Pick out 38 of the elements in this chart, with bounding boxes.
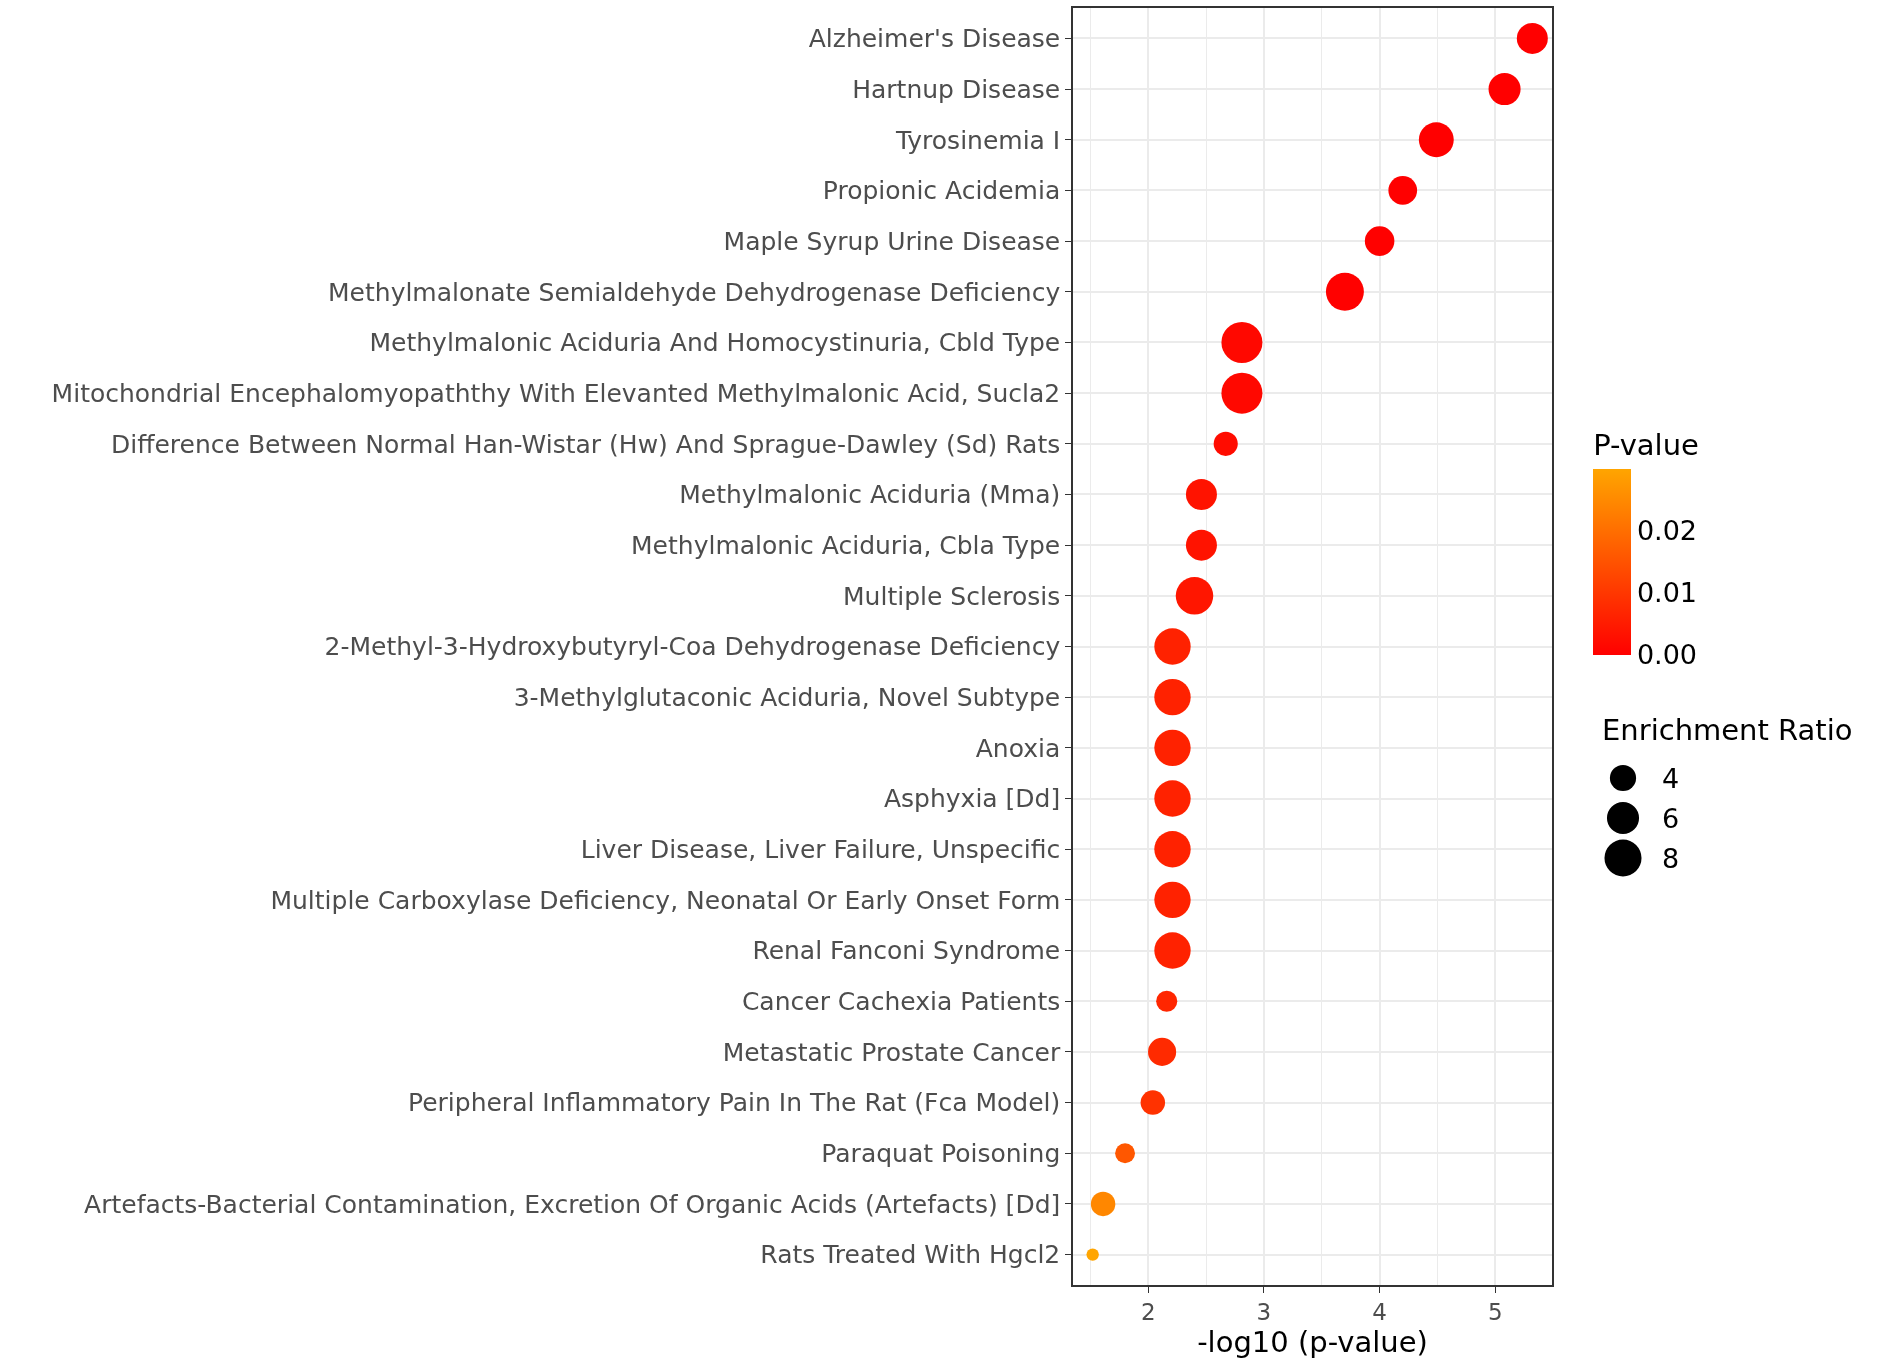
color-bar-label: 0.01 [1636, 577, 1698, 609]
y-tick-label: Tyrosinemia I [894, 125, 1061, 155]
y-tick-label: Difference Between Normal Han-Wistar (Hw) And Sprague-Dawley (Sd) Rats [111, 429, 1061, 459]
y-tick-label: Methylmalonic Aciduria, Cbla Type [631, 530, 1061, 560]
y-tick-label: Multiple Carboxylase Deficiency, Neonatal Or Early Onset Form [270, 885, 1061, 915]
y-tick-label: 3-Methylglutaconic Aciduria, Novel Subtype [513, 682, 1061, 712]
y-tick-label: Paraquat Poisoning [821, 1139, 1061, 1168]
y-tick-label: 2-Methyl-3-Hydroxybutyryl-Coa Dehydrogenase Deficiency [324, 632, 1061, 662]
x-tick-label: 5 [1487, 1299, 1503, 1326]
color-bar-label: 0.02 [1636, 515, 1698, 547]
color-bar-title: P-value [1593, 427, 1699, 462]
legend-label: 4 [1662, 763, 1680, 794]
legend-title: Enrichment Ratio [1602, 713, 1853, 747]
y-tick-label: Multiple Sclerosis [843, 581, 1061, 611]
y-tick-label: Metastatic Prostate Cancer [722, 1037, 1061, 1067]
y-tick-label: Mitochondrial Encephalomyopaththy With Elevanted Methylmalonic Acid, Sucla2 [51, 378, 1061, 408]
y-tick-label: Alzheimer's Disease [808, 24, 1061, 54]
y-tick-label: Asphyxia [Dd] [883, 784, 1061, 814]
x-axis-title: -log10 (p-value) [1197, 1325, 1428, 1360]
y-tick-label: Cancer Cachexia Patients [741, 986, 1061, 1016]
y-tick-label: Peripheral Inflammatory Pain In The Rat (Fca Model) [407, 1088, 1061, 1118]
y-tick-label: Maple Syrup Urine Disease [723, 226, 1061, 256]
color-bar-label: 0.00 [1636, 639, 1698, 671]
x-tick-label: 3 [1256, 1299, 1272, 1326]
legend-label: 8 [1662, 843, 1680, 874]
y-tick-label: Hartnup Disease [852, 74, 1061, 104]
y-tick-label: Propionic Acidemia [822, 176, 1061, 206]
legend-label: 6 [1662, 803, 1680, 834]
x-tick-label: 4 [1372, 1299, 1387, 1326]
x-tick-label: 2 [1140, 1299, 1156, 1326]
y-tick-label: Renal Fanconi Syndrome [752, 936, 1061, 966]
y-tick-label: Liver Disease, Liver Failure, Unspecific [580, 834, 1061, 864]
y-tick-label: Methylmalonic Aciduria (Mma) [679, 480, 1061, 510]
y-tick-label: Anoxia [975, 733, 1061, 763]
y-tick-label: Methylmalonate Semialdehyde Dehydrogenase Deficiency [328, 277, 1061, 307]
y-tick-label: Methylmalonic Aciduria And Homocystinuria, Cbld Type [369, 328, 1061, 358]
y-tick-label: Rats Treated With Hgcl2 [760, 1240, 1061, 1270]
y-tick-label: Artefacts-Bacterial Contamination, Excretion Of Organic Acids (Artefacts) [Dd] [84, 1189, 1061, 1219]
